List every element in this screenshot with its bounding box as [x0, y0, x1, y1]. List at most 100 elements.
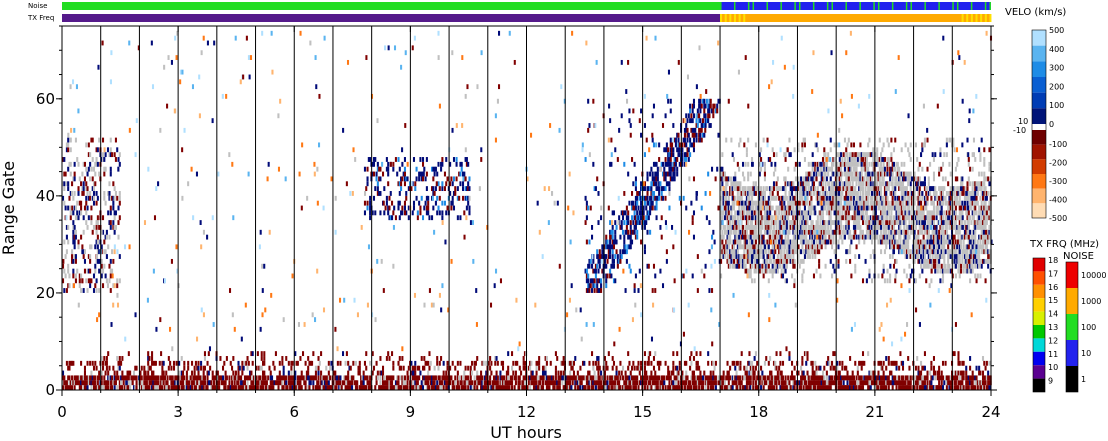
data-cell	[113, 385, 116, 390]
data-cell	[632, 205, 635, 211]
data-cell	[846, 385, 849, 390]
data-cell	[699, 98, 702, 104]
data-cell	[730, 186, 733, 192]
data-cell	[722, 176, 725, 182]
data-cell	[107, 191, 110, 196]
data-cell	[880, 385, 883, 390]
data-cell	[747, 224, 750, 230]
data-cell	[825, 161, 828, 167]
data-cell	[592, 268, 595, 274]
data-cell	[751, 365, 754, 371]
data-cell	[665, 258, 668, 264]
data-cell	[665, 147, 668, 153]
data-cell	[717, 205, 720, 211]
data-cell	[829, 205, 832, 211]
data-cell	[784, 191, 787, 196]
data-cell	[798, 161, 801, 167]
data-cell	[419, 210, 422, 216]
data-cell	[669, 98, 672, 104]
data-cell	[819, 161, 822, 167]
data-cell	[793, 244, 796, 250]
data-cell	[383, 210, 386, 216]
data-cell	[789, 385, 792, 390]
data-cell	[722, 171, 725, 177]
data-cell	[69, 215, 72, 221]
data-cell	[858, 385, 861, 390]
data-cell	[317, 380, 320, 386]
txfreq-strip-segment	[966, 14, 969, 22]
data-cell	[812, 273, 816, 279]
data-cell	[107, 380, 110, 386]
data-cell	[784, 254, 787, 259]
data-cell	[723, 244, 726, 250]
data-cell	[449, 380, 452, 386]
data-cell	[628, 375, 631, 381]
data-cell	[792, 205, 795, 211]
data-cell	[610, 273, 613, 279]
data-cell	[811, 254, 814, 259]
data-cell	[614, 239, 617, 245]
data-cell	[815, 220, 818, 225]
data-cell	[843, 365, 846, 371]
data-cell	[62, 263, 65, 269]
data-cell	[672, 176, 675, 182]
data-cell	[656, 176, 659, 182]
data-cell	[825, 370, 828, 376]
data-cell	[732, 244, 736, 250]
data-cell	[94, 375, 97, 381]
data-cell	[747, 244, 750, 250]
data-cell	[761, 249, 764, 255]
data-cell	[298, 380, 301, 386]
data-cell	[652, 365, 656, 371]
data-cell	[781, 220, 785, 225]
data-cell	[748, 210, 751, 216]
data-cell	[730, 191, 733, 196]
data-cell	[901, 375, 905, 381]
data-cell	[738, 244, 741, 250]
data-cell	[672, 244, 675, 250]
data-cell	[807, 186, 810, 192]
data-cell	[739, 365, 742, 371]
data-cell	[312, 375, 315, 381]
data-cell	[845, 385, 848, 390]
data-cell	[397, 200, 400, 206]
data-cell	[72, 360, 75, 366]
data-cell	[379, 166, 382, 172]
data-cell	[203, 356, 206, 361]
data-cell	[671, 380, 674, 386]
data-cell	[113, 195, 116, 201]
data-cell	[184, 380, 187, 386]
data-cell	[793, 220, 796, 225]
data-cell	[824, 195, 827, 201]
data-cell	[981, 356, 985, 361]
data-cell	[221, 365, 225, 371]
data-cell	[112, 380, 115, 386]
data-cell	[832, 263, 835, 269]
data-cell	[669, 147, 672, 153]
data-cell	[425, 205, 428, 211]
data-cell	[83, 268, 86, 274]
data-cell	[732, 380, 736, 386]
data-cell	[787, 249, 790, 255]
data-cell	[771, 273, 774, 279]
data-cell	[770, 258, 773, 264]
data-cell	[553, 385, 556, 390]
data-cell	[877, 370, 880, 376]
data-cell	[80, 380, 83, 386]
data-cell	[704, 191, 707, 196]
data-cell	[597, 288, 600, 293]
data-cell	[531, 380, 534, 386]
data-cell	[431, 385, 434, 390]
data-cell	[704, 118, 707, 124]
data-cell	[638, 210, 641, 216]
data-cell	[819, 166, 822, 172]
data-cell	[800, 258, 803, 264]
data-cell	[821, 234, 825, 240]
data-cell	[296, 375, 299, 381]
data-cell	[269, 375, 272, 381]
data-cell	[76, 268, 79, 274]
data-cell	[730, 258, 733, 264]
data-cell	[767, 220, 770, 225]
data-cell	[229, 385, 232, 390]
data-cell	[605, 234, 608, 240]
